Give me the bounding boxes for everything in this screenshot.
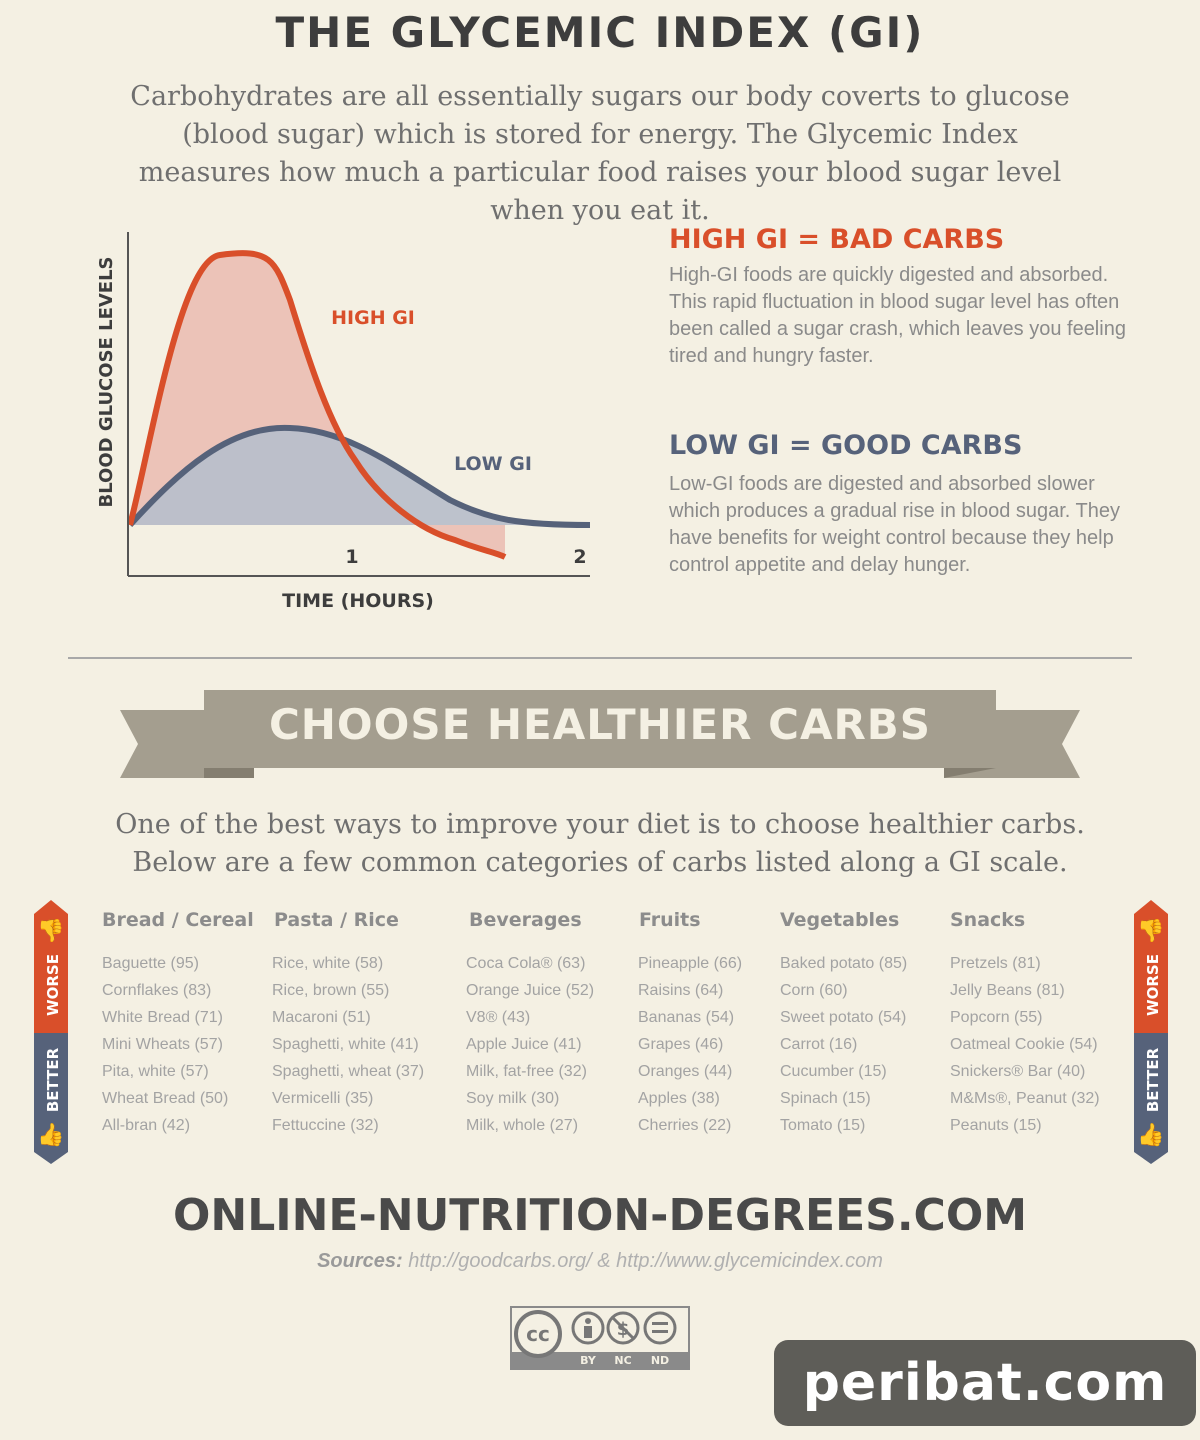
thumbs-up-icon: 👍	[37, 1122, 64, 1148]
list-item: Macaroni (51)	[272, 1009, 371, 1026]
list-item: Cucumber (15)	[780, 1063, 887, 1080]
list-item: Pretzels (81)	[950, 955, 1041, 972]
category-heading-fruits: Fruits	[639, 909, 701, 931]
list-item: Cornflakes (83)	[102, 982, 212, 999]
svg-text:ND: ND	[651, 1354, 669, 1367]
list-item: Apple Juice (41)	[466, 1036, 582, 1053]
high-gi-heading: HIGH GI = BAD CARBS	[669, 224, 1005, 255]
low-gi-area	[130, 427, 590, 525]
category-list-pasta-rice: Rice, white (58) Rice, brown (55) Macaro…	[272, 950, 424, 1139]
list-item: Cherries (22)	[638, 1117, 732, 1134]
list-item: Baked potato (85)	[780, 955, 908, 972]
sources-label: Sources:	[317, 1250, 403, 1272]
x-tick-1: 1	[345, 546, 358, 568]
category-list-snacks: Pretzels (81) Jelly Beans (81) Popcorn (…	[950, 950, 1100, 1139]
better-label: BETTER	[1144, 1047, 1162, 1112]
banner-ribbon	[120, 690, 1080, 778]
banner-title: CHOOSE HEALTHIER CARBS	[268, 700, 932, 749]
list-item: Spinach (15)	[780, 1090, 871, 1107]
list-item: Peanuts (15)	[950, 1117, 1042, 1134]
list-item: Rice, white (58)	[272, 955, 384, 972]
list-item: Bananas (54)	[638, 1009, 735, 1026]
thumbs-up-icon: 👍	[1137, 1122, 1164, 1148]
better-label: BETTER	[44, 1047, 62, 1112]
high-gi-description: High-GI foods are quickly digested and a…	[669, 264, 1126, 367]
gi-scale-right: 👎 WORSE BETTER 👍	[1134, 900, 1168, 1164]
list-item: Orange Juice (52)	[466, 982, 595, 999]
list-item: Vermicelli (35)	[272, 1090, 374, 1107]
list-item: Popcorn (55)	[950, 1009, 1043, 1026]
list-item: White Bread (71)	[102, 1009, 223, 1026]
sources-links[interactable]: http://goodcarbs.org/ & http://www.glyce…	[408, 1250, 883, 1272]
list-item: Sweet potato (54)	[780, 1009, 907, 1026]
list-item: Soy milk (30)	[466, 1090, 560, 1107]
low-gi-description: Low-GI foods are digested and absorbed s…	[669, 473, 1121, 576]
list-item: Oatmeal Cookie (54)	[950, 1036, 1098, 1053]
list-item: Mini Wheats (57)	[102, 1036, 223, 1053]
list-item: All-bran (42)	[102, 1117, 191, 1134]
list-item: Coca Cola® (63)	[466, 955, 586, 972]
category-list-beverages: Coca Cola® (63) Orange Juice (52) V8® (4…	[466, 950, 594, 1139]
list-item: Corn (60)	[780, 982, 848, 999]
list-item: Fettuccine (32)	[272, 1117, 379, 1134]
list-item: Snickers® Bar (40)	[950, 1063, 1086, 1080]
list-item: Baguette (95)	[102, 955, 199, 972]
section-divider	[68, 657, 1132, 659]
category-heading-pasta-rice: Pasta / Rice	[274, 909, 399, 931]
creative-commons-badge[interactable]: cc $ BY NC ND	[510, 1306, 690, 1370]
low-gi-curve	[127, 424, 591, 528]
intro-paragraph: Carbohydrates are all essentially sugars…	[130, 81, 1070, 226]
svg-text:cc: cc	[526, 1322, 550, 1346]
gi-curve-chart: BLOOD GLUCOSE LEVELS TIME (HOURS) 1 2 HI…	[96, 232, 591, 612]
list-item: Jelly Beans (81)	[950, 982, 1065, 999]
category-heading-vegetables: Vegetables	[780, 909, 900, 931]
svg-text:BY: BY	[580, 1354, 597, 1367]
high-gi-label: HIGH GI	[331, 307, 415, 329]
svg-text:NC: NC	[614, 1354, 631, 1367]
high-gi-curve	[127, 250, 507, 560]
site-name: ONLINE-NUTRITION-DEGREES.COM	[172, 1190, 1028, 1241]
thumbs-down-icon: 👎	[37, 918, 64, 944]
low-gi-label: LOW GI	[454, 453, 532, 475]
list-item: Grapes (46)	[638, 1036, 724, 1053]
sources-line: Sources: http://goodcarbs.org/ & http://…	[0, 1250, 1200, 1273]
category-list-vegetables: Baked potato (85) Corn (60) Sweet potato…	[780, 950, 907, 1139]
noderivs-icon	[643, 1311, 677, 1345]
list-item: Oranges (44)	[638, 1063, 733, 1080]
list-item: Tomato (15)	[780, 1117, 866, 1134]
list-item: Pineapple (66)	[638, 955, 743, 972]
list-item: Carrot (16)	[780, 1036, 858, 1053]
page-title: THE GLYCEMIC INDEX (GI)	[275, 8, 925, 57]
x-tick-2: 2	[573, 546, 586, 568]
worse-label: WORSE	[44, 954, 62, 1016]
category-heading-bread-cereal: Bread / Cereal	[102, 909, 254, 931]
thumbs-down-icon: 👎	[1137, 918, 1164, 944]
list-item: V8® (43)	[466, 1009, 531, 1026]
category-list-fruits: Pineapple (66) Raisins (64) Bananas (54)…	[638, 950, 742, 1139]
watermark-badge: peribat.com	[774, 1340, 1196, 1426]
list-item: Pita, white (57)	[102, 1063, 209, 1080]
worse-label: WORSE	[1144, 954, 1162, 1016]
list-item: Milk, fat-free (32)	[466, 1063, 587, 1080]
cc-icon	[514, 1310, 562, 1358]
list-item: M&Ms®, Peanut (32)	[950, 1090, 1100, 1107]
list-item: Milk, whole (27)	[466, 1117, 579, 1134]
category-heading-beverages: Beverages	[469, 909, 582, 931]
list-item: Raisins (64)	[638, 982, 724, 999]
list-item: Apples (38)	[638, 1090, 720, 1107]
y-axis-label: BLOOD GLUCOSE LEVELS	[96, 256, 117, 507]
x-axis-label: TIME (HOURS)	[282, 590, 434, 612]
list-item: Wheat Bread (50)	[102, 1090, 229, 1107]
low-gi-heading: LOW GI = GOOD CARBS	[669, 430, 1023, 461]
list-item: Rice, brown (55)	[272, 982, 390, 999]
list-item: Spaghetti, white (41)	[272, 1036, 419, 1053]
list-item: Spaghetti, wheat (37)	[272, 1063, 425, 1080]
category-heading-snacks: Snacks	[950, 909, 1026, 931]
sub-intro-paragraph: One of the best ways to improve your die…	[115, 809, 1085, 878]
category-list-bread-cereal: Baguette (95) Cornflakes (83) White Brea…	[102, 950, 228, 1139]
gi-scale-left: 👎 WORSE BETTER 👍	[34, 900, 68, 1164]
